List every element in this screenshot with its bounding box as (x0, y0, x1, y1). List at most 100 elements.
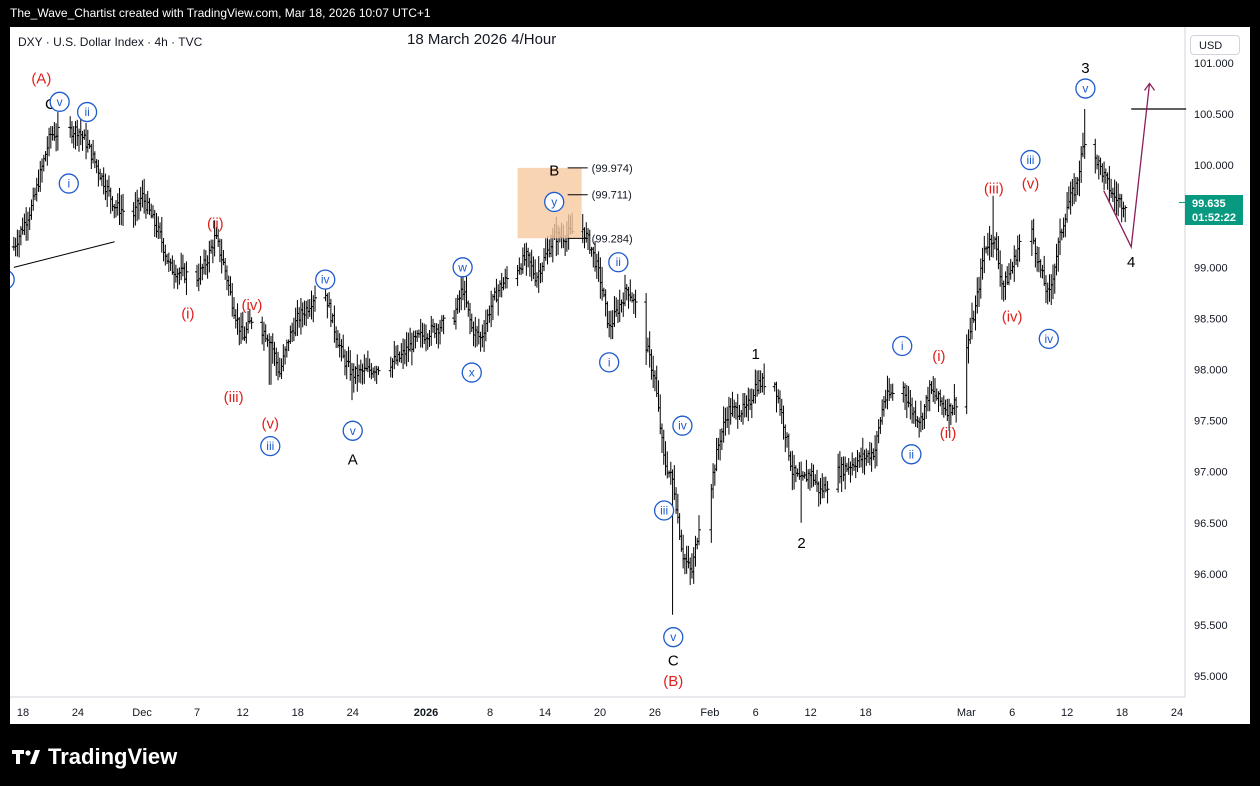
projection-path (1103, 83, 1151, 250)
wave-label: iv (321, 273, 330, 287)
wave-label: A (348, 451, 358, 468)
y-tick-label: 98.000 (1194, 365, 1228, 377)
wave-label: v (350, 424, 356, 438)
wave-circle (663, 627, 684, 648)
y-tick-label: 100.000 (1194, 160, 1234, 172)
wave-label: iv (678, 419, 687, 433)
wave-label: iii (1026, 153, 1034, 167)
wave-circle (461, 362, 482, 383)
wave-label: (v) (262, 416, 280, 433)
x-tick-label: 18 (292, 707, 304, 719)
wave-circle (1075, 78, 1096, 99)
wave-label: 2 (797, 535, 805, 552)
wave-circle (76, 101, 98, 123)
y-tick-label: 97.500 (1194, 416, 1228, 428)
wave-label: 4 (1127, 254, 1135, 271)
x-tick-label: 18 (17, 707, 29, 719)
wave-label: (B) (663, 673, 683, 690)
currency-button[interactable]: USD (1190, 35, 1240, 55)
wave-label: (ii) (207, 215, 224, 232)
wave-label: (i) (181, 305, 194, 322)
y-tick-label: 100.500 (1194, 109, 1234, 121)
wave-label: 3 (1081, 60, 1089, 77)
wave-label: B (549, 162, 559, 179)
wave-circle (58, 173, 79, 194)
wave-label: iii (266, 439, 274, 453)
chart-canvas[interactable]: 101.000100.500100.00099.50099.00098.5009… (10, 27, 1250, 724)
wave-label: (iii) (984, 181, 1004, 198)
x-tick-label: Feb (700, 707, 719, 719)
level-label: (99.711) (592, 190, 632, 202)
wave-label: iv (1044, 332, 1053, 346)
wave-label: (ii) (940, 425, 957, 442)
tradingview-logo[interactable]: TradingView (12, 744, 177, 770)
x-tick-label: 26 (649, 707, 661, 719)
x-tick-label: 6 (1009, 707, 1015, 719)
y-tick-label: 97.000 (1194, 467, 1228, 479)
last-price: 99.635 (1192, 198, 1226, 210)
wave-label: v (1082, 82, 1088, 96)
wave-circle (452, 257, 473, 278)
wave-circle (1020, 149, 1041, 171)
chart-panel[interactable]: 101.000100.500100.00099.50099.00098.5009… (10, 27, 1250, 724)
wave-label: ii (909, 447, 914, 461)
brand-name: TradingView (48, 744, 178, 769)
y-tick-label: 101.000 (1194, 58, 1234, 70)
wave-label: (A) (31, 70, 51, 87)
wave-circle (599, 352, 620, 373)
wave-circle (315, 269, 336, 290)
wave-label: ii (616, 255, 621, 269)
wave-circle (10, 270, 15, 289)
wave-label: v (670, 630, 676, 644)
x-tick-label: 18 (1116, 707, 1128, 719)
chart-title: 18 March 2026 4/Hour (407, 31, 557, 48)
symbol-info[interactable]: DXY · U.S. Dollar Index · 4h · TVC (18, 35, 203, 49)
projection-arrowhead (1143, 82, 1156, 91)
x-tick-label: 12 (1061, 707, 1073, 719)
wave-label: (iv) (242, 297, 263, 314)
wave-label: C (668, 653, 679, 670)
wave-circle (544, 191, 565, 213)
y-tick-label: 96.500 (1194, 518, 1228, 530)
wave-circle (672, 415, 693, 436)
x-tick-label: 18 (859, 707, 871, 719)
wave-label: i (608, 355, 611, 369)
trend-line (13, 241, 115, 268)
x-tick-label: 6 (753, 707, 759, 719)
y-tick-label: 98.500 (1194, 313, 1228, 325)
wave-circle (653, 500, 675, 521)
wave-label: ii (84, 105, 89, 119)
wave-label: (iii) (224, 389, 244, 406)
x-tick-label: 8 (487, 707, 493, 719)
wave-circle (901, 444, 922, 465)
y-tick-label: 96.000 (1194, 569, 1228, 581)
wave-circle (49, 91, 70, 112)
wave-label: (iv) (1002, 308, 1023, 325)
x-tick-label: 24 (72, 707, 84, 719)
y-tick-label: 99.000 (1194, 262, 1228, 274)
x-tick-label: 2026 (414, 707, 438, 719)
wave-label: iii (660, 503, 668, 517)
wave-label: x (469, 366, 475, 380)
x-tick-label: Mar (957, 707, 976, 719)
wave-circle (892, 335, 913, 357)
y-tick-label: 95.000 (1194, 671, 1228, 683)
x-tick-label: 7 (194, 707, 200, 719)
level-label: (99.974) (592, 163, 633, 175)
wave-circle (342, 420, 363, 441)
wave-label: 1 (752, 346, 760, 363)
x-tick-label: 20 (594, 707, 606, 719)
level-label: (99.284) (592, 233, 633, 245)
last-price-tag: 99.635 01:52:22 (1185, 195, 1243, 225)
wave-label: i (67, 177, 70, 191)
bar-countdown: 01:52:22 (1192, 212, 1237, 224)
wave-label: v (57, 95, 63, 109)
wave-label: (v) (1022, 176, 1040, 193)
wave-label: w (457, 260, 467, 274)
x-tick-label: 24 (1171, 707, 1183, 719)
plot-background (10, 27, 1250, 724)
x-tick-label: 14 (539, 707, 551, 719)
y-tick-label: 95.500 (1194, 620, 1228, 632)
x-tick-label: Dec (132, 707, 152, 719)
wave-circle (1038, 328, 1059, 350)
